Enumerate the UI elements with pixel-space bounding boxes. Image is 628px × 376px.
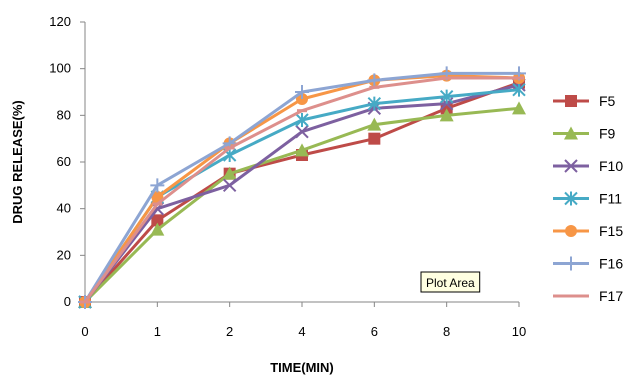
tick-labels: 0 20 40 60 80 100 120 0 1 2 4 6 8 10 (49, 14, 526, 339)
tooltip-text: Plot Area (426, 276, 475, 290)
plot-area-tooltip: Plot Area (420, 271, 481, 293)
data-point-f17 (514, 76, 524, 80)
data-point-f11 (512, 82, 526, 97)
y-tick-label: 20 (57, 247, 71, 262)
y-tick-label: 80 (57, 107, 71, 122)
series-line-f16 (83, 71, 519, 303)
marker-triangle (564, 126, 578, 140)
marker-square (565, 95, 577, 107)
legend-label-f10: F10 (599, 158, 623, 174)
y-tick-label: 40 (57, 201, 71, 216)
marker-x (564, 159, 578, 173)
legend-label-f5: F5 (599, 93, 616, 109)
legend-item-f17: F17 (553, 288, 623, 304)
y-axis-label: DRUG RELEASE(%) (10, 100, 25, 224)
data-point-f5 (368, 132, 381, 145)
x-tick-label: 2 (226, 324, 233, 339)
series-f9 (78, 101, 526, 308)
series-lines (78, 66, 526, 309)
data-point-f11 (295, 113, 309, 127)
data-point-f9 (367, 117, 382, 131)
legend: F5 F9 F10 F11 F15 F16 F17 (553, 93, 623, 304)
legend-item-f16: F16 (553, 256, 623, 272)
data-point-f11 (439, 89, 454, 104)
marker-star (564, 191, 578, 206)
data-point-f10 (295, 124, 309, 139)
data-point-f9 (439, 108, 454, 122)
data-point-f11 (367, 96, 382, 111)
legend-item-f15: F15 (553, 223, 623, 239)
data-point-f5 (151, 214, 164, 227)
legend-label-f9: F9 (599, 126, 616, 142)
marker-circle (565, 225, 577, 237)
data-point-f9 (512, 101, 526, 115)
data-point-f9 (295, 143, 309, 157)
series-f17 (80, 76, 524, 304)
legend-item-f11: F11 (553, 191, 622, 207)
legend-item-f5: F5 (553, 93, 616, 109)
data-point-f9 (222, 166, 237, 180)
y-tick-label: 0 (64, 294, 71, 309)
x-tick-label: 1 (154, 324, 161, 339)
x-tick-label: 4 (298, 324, 305, 339)
data-point-f17 (224, 146, 235, 150)
legend-label-f17: F17 (599, 288, 623, 304)
x-axis-label: TIME(MIN) (270, 360, 334, 375)
legend-label-f11: F11 (599, 191, 622, 207)
data-point-f16 (295, 85, 309, 99)
tooltip-box (420, 271, 481, 293)
x-tick-label: 8 (443, 324, 450, 339)
x-tick-label: 0 (81, 324, 88, 339)
y-tick-label: 100 (49, 61, 71, 76)
x-tick-label: 6 (371, 324, 378, 339)
data-point-f17 (297, 109, 307, 113)
data-point-f9 (150, 222, 165, 236)
y-tick-label: 60 (57, 154, 71, 169)
data-point-f16 (367, 73, 382, 88)
data-point-f17 (152, 202, 163, 206)
legend-label-f16: F16 (599, 256, 623, 272)
legend-label-f15: F15 (599, 223, 623, 239)
marker-dash (566, 294, 576, 298)
marker-plus (564, 256, 578, 271)
y-tick-label: 120 (49, 14, 71, 29)
data-point-f17 (441, 76, 452, 80)
data-point-f17 (369, 85, 380, 89)
legend-item-f10: F10 (553, 158, 623, 174)
axes (80, 21, 520, 307)
data-point-f16 (150, 178, 165, 193)
legend-item-f9: F9 (553, 126, 616, 142)
x-tick-label: 10 (512, 324, 526, 339)
data-point-f17 (80, 300, 90, 304)
data-point-f10 (222, 178, 237, 193)
